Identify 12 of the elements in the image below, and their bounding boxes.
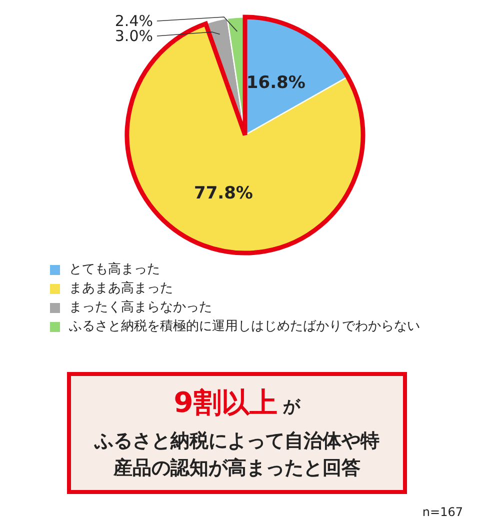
legend-label: まあまあ高まった: [69, 280, 173, 298]
text: n=167: [422, 505, 463, 519]
data-label: 77.8%: [194, 183, 253, 204]
legend-label: とても高まった: [69, 261, 160, 279]
data-label: 2.4%: [114, 12, 153, 30]
data-label: 16.8%: [246, 72, 306, 93]
data-label: 3.0%: [114, 27, 153, 45]
text: が: [282, 397, 300, 417]
legend-label: まったく高まらなかった: [69, 299, 212, 317]
legend-label: ふるさと納税を積極的に運用しはじめたばかりでわからない: [69, 318, 420, 336]
text: ふるさと納税によって自治体や特産品の認知が高まったと回答: [93, 429, 380, 481]
text: 9割以上: [174, 386, 278, 419]
